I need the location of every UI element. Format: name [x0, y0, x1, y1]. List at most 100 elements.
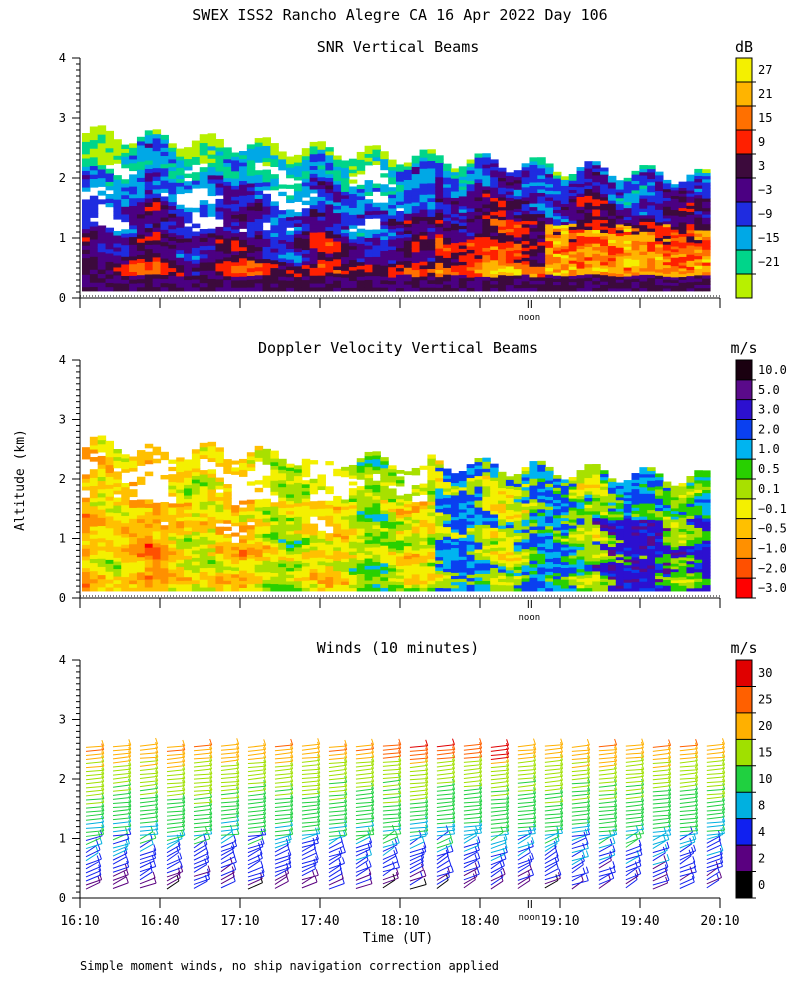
heatmap-cell	[639, 257, 648, 262]
heatmap-cell	[152, 265, 162, 271]
heatmap-cell	[231, 505, 240, 510]
heatmap-cell	[97, 164, 107, 170]
heatmap-cell	[356, 566, 366, 571]
heatmap-cell	[176, 467, 185, 473]
heatmap-cell	[670, 273, 680, 278]
heatmap-cell	[450, 187, 460, 192]
heatmap-cell	[466, 169, 476, 174]
heatmap-cell	[105, 535, 114, 541]
heatmap-cell	[191, 263, 201, 268]
heatmap-cell	[215, 270, 224, 276]
heatmap-cell	[105, 468, 114, 474]
heatmap-cell	[317, 282, 326, 288]
heatmap-cell	[246, 539, 256, 545]
heatmap-cell	[458, 212, 468, 217]
heatmap-cell	[270, 255, 279, 261]
heatmap-cell	[301, 458, 311, 463]
heatmap-cell	[498, 187, 507, 191]
heatmap-cell	[199, 473, 209, 479]
heatmap-cell	[239, 279, 248, 285]
heatmap-cell	[607, 178, 617, 183]
heatmap-cell	[113, 587, 122, 592]
heatmap-cell	[129, 510, 138, 516]
heatmap-cell	[380, 576, 389, 581]
heatmap-cell	[427, 533, 436, 538]
heatmap-cell	[372, 576, 381, 581]
heatmap-cell	[191, 505, 201, 510]
heatmap-cell	[176, 163, 185, 168]
heatmap-cell	[262, 230, 271, 235]
heatmap-cell	[678, 270, 688, 275]
heatmap-cell	[427, 175, 436, 180]
heatmap-cell	[576, 225, 585, 230]
heatmap-cell	[380, 460, 389, 465]
heatmap-cell	[450, 485, 460, 490]
heatmap-cell	[435, 198, 444, 203]
heatmap-cell	[670, 282, 680, 286]
heatmap-cell	[215, 274, 224, 280]
heatmap-cell	[380, 467, 389, 472]
heatmap-cell	[380, 191, 389, 196]
heatmap-cell	[293, 287, 303, 292]
heatmap-cell	[82, 224, 91, 230]
heatmap-cell	[160, 233, 169, 239]
heatmap-cell	[670, 226, 680, 230]
heatmap-cell	[215, 254, 224, 260]
panels-layer: 01234noon27211593−3−9−15−2101234noon10.0…	[59, 51, 787, 929]
heatmap-cell	[584, 185, 593, 190]
heatmap-cell	[105, 492, 114, 497]
heatmap-cell	[482, 464, 491, 469]
heatmap-cell	[607, 221, 617, 225]
heatmap-cell	[466, 480, 476, 485]
heatmap-cell	[89, 126, 99, 132]
heatmap-cell	[270, 480, 279, 485]
heatmap-cell	[513, 271, 523, 276]
heatmap-cell	[262, 197, 271, 203]
heatmap-cell	[121, 533, 130, 538]
heatmap-cell	[341, 554, 350, 559]
heatmap-cell	[529, 164, 538, 169]
x-axis-label: Time (UT)	[363, 931, 433, 946]
heatmap-cell	[160, 196, 169, 202]
heatmap-cell	[113, 456, 122, 461]
colorbar-tick-label: 3	[758, 159, 765, 173]
heatmap-cell	[521, 253, 531, 258]
heatmap-cell	[505, 287, 515, 292]
heatmap-cell	[419, 490, 428, 495]
heatmap-cell	[262, 169, 271, 175]
heatmap-cell	[513, 477, 523, 481]
heatmap-cell	[435, 481, 444, 486]
heatmap-cell	[372, 160, 381, 165]
heatmap-cell	[380, 580, 389, 585]
heatmap-cell	[615, 255, 625, 260]
heatmap-cell	[144, 574, 154, 580]
heatmap-cell	[144, 578, 154, 584]
heatmap-cell	[113, 460, 122, 465]
heatmap-cell	[482, 211, 491, 216]
heatmap-cell	[662, 241, 672, 245]
heatmap-cell	[286, 170, 295, 175]
heatmap-cell	[458, 222, 468, 226]
heatmap-cell	[121, 544, 130, 549]
heatmap-cell	[403, 545, 413, 550]
heatmap-cell	[388, 471, 397, 476]
heatmap-cell	[458, 521, 468, 526]
heatmap-cell	[356, 559, 366, 564]
heatmap-cell	[513, 255, 523, 260]
heatmap-cell	[168, 220, 177, 226]
heatmap-cell	[380, 151, 389, 156]
heatmap-cell	[482, 538, 491, 543]
heatmap-cell	[380, 283, 389, 288]
heatmap-cell	[482, 236, 491, 241]
heatmap-cell	[521, 200, 531, 205]
heatmap-cell	[403, 280, 413, 285]
heatmap-cell	[176, 208, 185, 213]
heatmap-cell	[466, 514, 476, 519]
heatmap-cell	[152, 210, 162, 215]
heatmap-cell	[458, 192, 468, 197]
heatmap-cell	[498, 229, 507, 234]
heatmap-cell	[678, 227, 688, 232]
heatmap-cell	[293, 269, 303, 274]
heatmap-cell	[341, 160, 350, 165]
heatmap-cell	[662, 209, 672, 213]
